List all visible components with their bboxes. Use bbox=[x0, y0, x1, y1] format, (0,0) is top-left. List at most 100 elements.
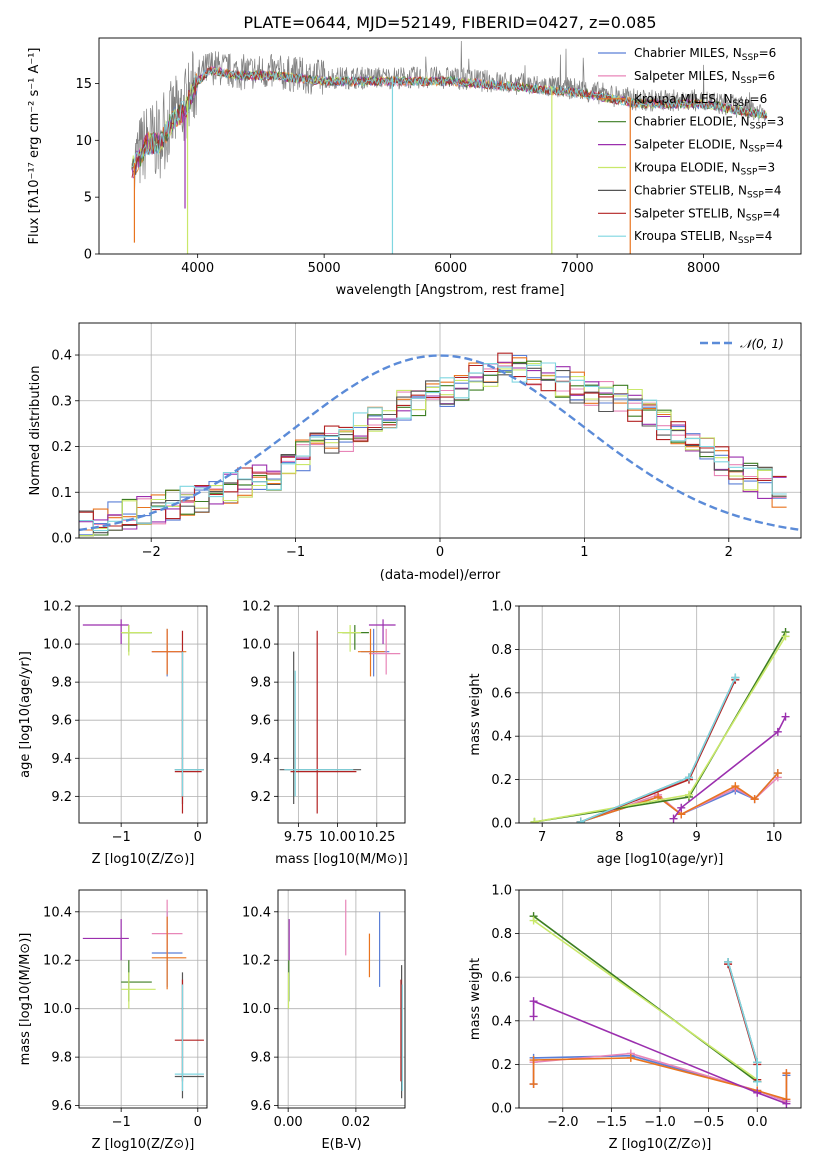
data-spectrum-line bbox=[134, 40, 768, 203]
x-tick-label: −1 bbox=[286, 545, 305, 560]
residual-histogram bbox=[79, 362, 787, 537]
y-tick-label: 10.0 bbox=[43, 638, 72, 653]
y-tick-label: 9.4 bbox=[51, 752, 72, 767]
x-tick-label: −2.0 bbox=[547, 1115, 579, 1130]
spectrum-panel: PLATE=0644, MJD=52149, FIBERID=0427, z=0… bbox=[27, 13, 802, 298]
weight-point-marker bbox=[753, 1058, 762, 1067]
weight_vs_Z-panel: −2.0 −1.5 −1.0 −0.5 0.0 0.0 0.2 0.4 0.6 0.8 1.0 Z [… bbox=[468, 884, 802, 1152]
x-tick-label: 8000 bbox=[687, 261, 720, 276]
x-tick-label: 0.00 bbox=[274, 1115, 303, 1130]
mass_vs_ebv-plot-area bbox=[287, 899, 403, 1099]
legend-entry: 𝒩(0, 1) bbox=[740, 337, 784, 351]
x-axis-label: Z [log10(Z/Z⊙)] bbox=[609, 1137, 712, 1152]
axes-frame bbox=[277, 889, 406, 1109]
residual-histogram bbox=[79, 363, 787, 534]
y-tick-label: 9.2 bbox=[250, 790, 271, 805]
x-tick-label: −0.5 bbox=[693, 1115, 725, 1130]
weight-point-marker bbox=[576, 817, 585, 823]
weight-point-marker bbox=[781, 632, 790, 641]
x-tick-label: 9.75 bbox=[284, 830, 313, 845]
y-tick-label: 0.0 bbox=[491, 1102, 512, 1117]
weight-point-marker bbox=[773, 727, 782, 736]
y-tick-label: 9.8 bbox=[51, 676, 72, 691]
y-tick-label: 0.6 bbox=[491, 971, 512, 986]
legend-entry: Salpeter ELODIE, NSSP=4 bbox=[634, 138, 783, 155]
weight-series-line bbox=[580, 772, 779, 823]
weight-point-marker bbox=[684, 790, 693, 799]
spectrum-plot-area bbox=[131, 40, 768, 254]
y-tick-label: 9.6 bbox=[250, 1099, 271, 1114]
y-tick-label: 0.4 bbox=[491, 1014, 512, 1029]
residual-histogram bbox=[79, 352, 787, 528]
weight-series-line bbox=[533, 919, 758, 1081]
weight-point-marker bbox=[669, 814, 678, 823]
x-tick-label: −1.5 bbox=[596, 1115, 628, 1130]
x-tick-label: 0 bbox=[436, 545, 444, 560]
y-axis-label: mass weight bbox=[468, 958, 483, 1040]
y-tick-label: 0 bbox=[84, 248, 92, 263]
weight-series-line bbox=[534, 631, 787, 823]
y-tick-label: 0.8 bbox=[491, 643, 512, 658]
age_vs_mass-plot-area bbox=[279, 619, 401, 814]
y-tick-label: 10.2 bbox=[43, 600, 72, 615]
mass_vs_Z-plot-area bbox=[82, 899, 204, 1099]
chart-title: PLATE=0644, MJD=52149, FIBERID=0427, z=0… bbox=[243, 13, 656, 32]
y-tick-label: 0.4 bbox=[51, 349, 72, 364]
y-tick-label: 10.0 bbox=[242, 1002, 271, 1017]
weight-point-marker bbox=[750, 795, 759, 804]
x-tick-label: 10 bbox=[766, 830, 783, 845]
y-tick-label: 9.6 bbox=[51, 1099, 72, 1114]
y-tick-label: 9.8 bbox=[250, 1051, 271, 1066]
x-tick-label: −1.0 bbox=[644, 1115, 676, 1130]
axes-frame bbox=[78, 322, 802, 539]
y-axis-label: mass weight bbox=[468, 673, 483, 755]
x-tick-label: −1 bbox=[112, 1115, 131, 1130]
axes-frame bbox=[277, 605, 406, 824]
x-axis-label: mass [log10(M/M⊙)] bbox=[275, 852, 408, 867]
legend-entry: Salpeter MILES, NSSP=6 bbox=[634, 69, 775, 86]
x-tick-label: 0 bbox=[194, 830, 202, 845]
y-tick-label: 10.2 bbox=[43, 954, 72, 969]
residual-histogram bbox=[79, 357, 787, 531]
x-tick-label: 7 bbox=[538, 830, 546, 845]
residual-histogram bbox=[79, 360, 787, 537]
y-tick-label: 0.2 bbox=[51, 440, 72, 455]
y-tick-label: 9.8 bbox=[250, 676, 271, 691]
mass_vs_Z-panel: −1 0 9.6 9.8 10.0 10.2 10.4 Z [log10(Z/Z⊙)] mass… bbox=[18, 889, 208, 1152]
weight-point-marker bbox=[529, 916, 538, 925]
weight-point-marker bbox=[781, 712, 790, 721]
weight-point-marker bbox=[529, 1080, 538, 1089]
x-tick-label: 6000 bbox=[434, 261, 467, 276]
weight-series-line bbox=[672, 716, 787, 820]
x-axis-label: wavelength [Angstrom, rest frame] bbox=[336, 283, 565, 298]
y-tick-label: 10.2 bbox=[242, 954, 271, 969]
weight-series-line bbox=[532, 1000, 787, 1105]
residual-histogram bbox=[79, 354, 787, 536]
axes-frame bbox=[98, 37, 802, 255]
weight-point-marker bbox=[529, 997, 538, 1006]
y-axis-label: mass [log10(M/M⊙)] bbox=[18, 933, 33, 1066]
axes-frame bbox=[78, 889, 208, 1109]
legend: Chabrier MILES, NSSP=6 Salpeter MILES, NS… bbox=[598, 46, 784, 246]
y-tick-label: 9.6 bbox=[51, 714, 72, 729]
y-tick-label: 10.2 bbox=[242, 600, 271, 615]
weight-point-marker bbox=[753, 1088, 762, 1097]
y-tick-label: 15 bbox=[75, 77, 92, 92]
y-tick-label: 0.0 bbox=[491, 817, 512, 832]
weight-point-marker bbox=[782, 1069, 791, 1078]
weight_vs_age-plot-area bbox=[530, 628, 790, 823]
x-tick-label: 9 bbox=[693, 830, 701, 845]
legend-entry: Salpeter STELIB, NSSP=4 bbox=[634, 206, 780, 223]
weight-point-marker bbox=[529, 1056, 538, 1065]
y-tick-label: 1.0 bbox=[491, 600, 512, 615]
x-axis-label: (data-model)/error bbox=[380, 568, 501, 583]
y-tick-label: 0.1 bbox=[51, 486, 72, 501]
axes-frame bbox=[78, 605, 208, 824]
weight-point-marker bbox=[677, 803, 686, 812]
legend-entry: Chabrier STELIB, NSSP=4 bbox=[634, 183, 782, 200]
y-tick-label: 0.4 bbox=[491, 730, 512, 745]
residual-histogram bbox=[79, 363, 787, 537]
x-tick-label: 5000 bbox=[308, 261, 341, 276]
weight-point-marker bbox=[684, 773, 693, 782]
weight-point-marker bbox=[530, 817, 539, 823]
